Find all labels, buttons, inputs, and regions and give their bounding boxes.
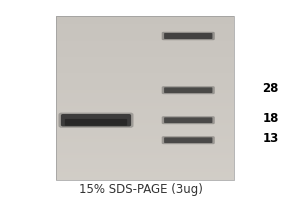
Bar <box>56 71 234 73</box>
Bar <box>56 24 234 27</box>
Bar <box>56 65 234 68</box>
FancyBboxPatch shape <box>61 114 131 126</box>
Bar <box>56 166 234 169</box>
Bar <box>56 134 234 136</box>
Bar <box>56 52 234 54</box>
Bar <box>56 101 234 103</box>
Bar <box>56 41 234 43</box>
Bar <box>56 84 234 87</box>
Bar <box>56 57 234 60</box>
Bar <box>56 150 234 153</box>
FancyBboxPatch shape <box>162 32 215 40</box>
Bar <box>56 32 234 35</box>
Bar <box>56 87 234 90</box>
FancyBboxPatch shape <box>162 116 215 124</box>
Bar <box>56 21 234 24</box>
Bar <box>56 79 234 82</box>
Bar <box>56 175 234 177</box>
Bar <box>56 131 234 134</box>
Bar <box>56 27 234 30</box>
Bar <box>56 125 234 128</box>
Bar <box>56 93 234 95</box>
Bar <box>56 16 234 180</box>
Bar <box>56 112 234 114</box>
Bar <box>56 153 234 155</box>
Bar <box>56 109 234 112</box>
Bar <box>56 62 234 65</box>
Bar <box>56 147 234 150</box>
Bar <box>56 35 234 38</box>
Text: 28: 28 <box>262 82 279 95</box>
Bar <box>56 128 234 131</box>
Bar <box>56 106 234 109</box>
FancyBboxPatch shape <box>164 117 212 123</box>
Bar <box>56 144 234 147</box>
Bar <box>56 49 234 52</box>
Bar <box>56 177 234 180</box>
Bar <box>56 95 234 98</box>
Bar <box>56 136 234 139</box>
FancyBboxPatch shape <box>164 87 212 93</box>
Bar <box>56 120 234 123</box>
Bar <box>56 43 234 46</box>
FancyBboxPatch shape <box>162 86 215 94</box>
Bar <box>56 142 234 144</box>
Bar <box>56 16 234 19</box>
Bar <box>56 76 234 79</box>
Bar <box>56 114 234 117</box>
Bar <box>56 103 234 106</box>
Text: 13: 13 <box>262 132 279 146</box>
Bar <box>56 73 234 76</box>
FancyBboxPatch shape <box>58 113 134 128</box>
Bar <box>56 117 234 120</box>
FancyBboxPatch shape <box>162 136 215 144</box>
Text: 15% SDS-PAGE (3ug): 15% SDS-PAGE (3ug) <box>79 183 203 196</box>
Bar <box>56 68 234 71</box>
Bar <box>56 139 234 142</box>
Bar <box>56 172 234 175</box>
Bar <box>56 30 234 32</box>
Bar <box>56 98 234 101</box>
Bar <box>56 38 234 41</box>
FancyBboxPatch shape <box>164 137 212 143</box>
Bar <box>56 90 234 93</box>
Bar <box>56 19 234 21</box>
Bar <box>56 46 234 49</box>
Bar <box>56 164 234 166</box>
Text: 18: 18 <box>262 112 279 126</box>
Bar <box>56 54 234 57</box>
Bar <box>56 161 234 164</box>
Bar <box>56 158 234 161</box>
Bar <box>56 82 234 84</box>
Bar <box>56 155 234 158</box>
FancyBboxPatch shape <box>164 33 212 39</box>
Bar <box>56 123 234 125</box>
Bar <box>56 60 234 62</box>
Bar <box>56 169 234 172</box>
FancyBboxPatch shape <box>65 119 127 126</box>
Bar <box>56 16 234 180</box>
